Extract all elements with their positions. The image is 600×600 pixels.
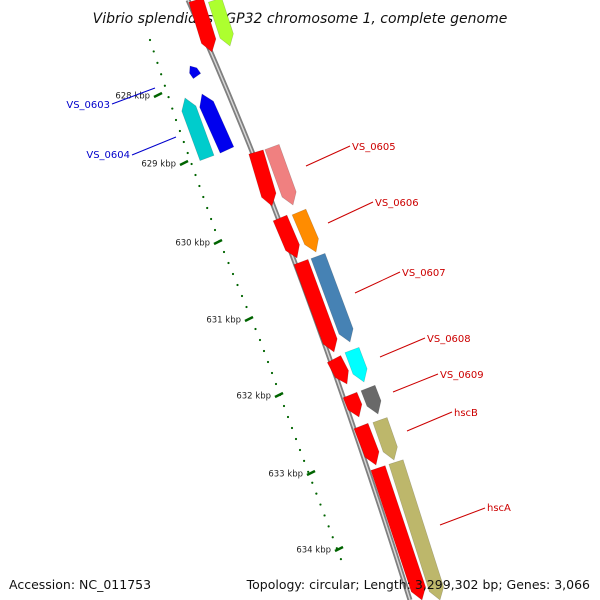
gene-arrow xyxy=(181,97,215,161)
map-title: Vibrio splendidus LGP32 chromosome 1, co… xyxy=(93,11,508,27)
orf-arrow xyxy=(248,149,277,207)
tick-label: 634 kbp xyxy=(296,546,331,556)
gene-label: VS_0606 xyxy=(375,198,419,209)
gene-arrow xyxy=(291,208,319,253)
accession-text: Accession: NC_011753 xyxy=(9,577,152,592)
gene-arrow xyxy=(360,384,382,415)
gene-leader-line xyxy=(379,337,426,358)
backbone xyxy=(185,0,413,600)
orf-arrow xyxy=(293,259,338,353)
tick-mark xyxy=(306,469,316,477)
orf-arrow xyxy=(353,422,380,466)
gene-arrow xyxy=(310,253,354,343)
tick-mark xyxy=(274,391,284,399)
gene-leader-line xyxy=(327,201,374,224)
gene-arrow xyxy=(264,144,297,206)
tick-mark xyxy=(334,545,344,553)
gene-arrow xyxy=(388,459,445,600)
orf-arrow xyxy=(342,391,363,418)
feature-ring xyxy=(181,0,445,600)
gene-leader-line xyxy=(305,145,351,167)
topology-text: Topology: circular; Length: 3,299,302 bp… xyxy=(246,577,590,592)
gene-arrow xyxy=(199,93,235,154)
gene-label: VS_0607 xyxy=(402,268,446,279)
gene-leader-line xyxy=(406,411,453,432)
gene-leader-line xyxy=(354,271,401,294)
label-layer: VS_0603 VS_0604 VS_0605 VS_0606 VS_0607 VS_06… xyxy=(66,87,511,526)
tick-label: 630 kbp xyxy=(175,239,210,249)
gene-label: VS_0604 xyxy=(86,150,130,161)
gene-label: hscA xyxy=(487,503,511,514)
gene-label: VS_0603 xyxy=(66,100,110,111)
orf-arrow xyxy=(272,214,300,259)
gene-label: VS_0609 xyxy=(440,370,484,381)
tick-label: 631 kbp xyxy=(206,316,241,326)
cds-arrow xyxy=(189,65,202,80)
orf-arrow xyxy=(370,465,426,600)
tick-label: 632 kbp xyxy=(236,392,271,402)
tick-label: 633 kbp xyxy=(268,470,303,480)
tick-mark xyxy=(213,238,223,246)
gene-arrow xyxy=(372,417,398,461)
tick-mark xyxy=(179,159,189,167)
gene-arrow xyxy=(344,347,368,383)
gene-leader-line xyxy=(111,87,156,105)
cds-arrow xyxy=(207,0,234,47)
tick-label: 629 kbp xyxy=(141,160,176,170)
gene-label: VS_0608 xyxy=(427,334,471,345)
gene-leader-line xyxy=(131,136,177,156)
gene-label: VS_0605 xyxy=(352,142,396,153)
gene-label: hscB xyxy=(454,408,478,419)
gene-leader-line xyxy=(392,373,439,393)
tick-mark xyxy=(153,91,163,99)
orf-arrow xyxy=(326,355,349,385)
gene-leader-line xyxy=(439,507,486,526)
orf-arrow xyxy=(188,0,217,53)
tick-mark xyxy=(244,315,254,323)
